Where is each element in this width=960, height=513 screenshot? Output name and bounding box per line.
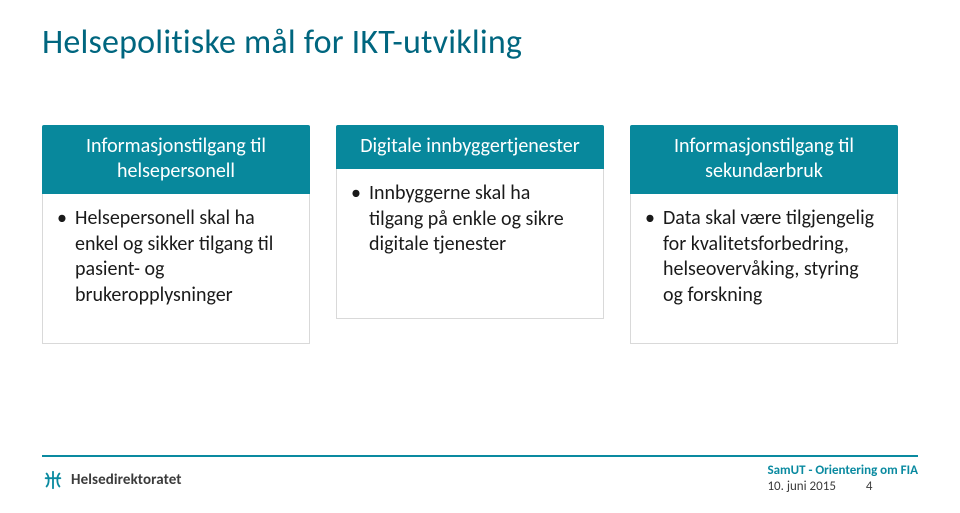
column-1: Informasjonstilgang til helsepersonell H… [42,125,310,344]
column-2-body: Innbyggerne skal ha tilgang på enkle og … [336,169,604,319]
footer: Helsedirektoratet SamUT - Orientering om… [0,455,960,513]
column-3-body: Data skal være tilgjengelig for kvalitet… [630,194,898,344]
column-2-header: Digitale innbyggertjenester [336,125,604,169]
footer-date-page: 10. juni 2015 4 [767,479,918,494]
footer-page-number: 4 [866,479,873,494]
org-logo: Helsedirektoratet [42,469,182,491]
footer-divider [42,455,918,457]
org-name: Helsedirektoratet [71,471,182,489]
column-1-header: Informasjonstilgang til helsepersonell [42,125,310,194]
column-1-bullet-text: Helsepersonell skal ha enkel og sikker t… [75,206,295,308]
column-2: Digitale innbyggertjenester Innbyggerne … [336,125,604,344]
slide: Helsepolitiske mål for IKT-utvikling Inf… [0,0,960,513]
bullet-icon [645,206,663,308]
column-1-bullet: Helsepersonell skal ha enkel og sikker t… [57,206,295,308]
footer-date: 10. juni 2015 [767,479,835,494]
bullet-icon [57,206,75,308]
column-1-body: Helsepersonell skal ha enkel og sikker t… [42,194,310,344]
column-3-bullet-text: Data skal være tilgjengelig for kvalitet… [663,206,883,308]
footer-event: SamUT - Orientering om FIA [767,463,918,478]
helsedirektoratet-icon [42,469,64,491]
page-title: Helsepolitiske mål for IKT-utvikling [42,22,918,63]
bullet-icon [351,181,369,258]
column-3: Informasjonstilgang til sekundærbruk Dat… [630,125,898,344]
footer-meta: SamUT - Orientering om FIA 10. juni 2015… [767,463,918,494]
column-3-bullet: Data skal være tilgjengelig for kvalitet… [645,206,883,308]
column-3-header: Informasjonstilgang til sekundærbruk [630,125,898,194]
column-2-bullet: Innbyggerne skal ha tilgang på enkle og … [351,181,589,258]
columns-row: Informasjonstilgang til helsepersonell H… [42,125,918,344]
column-2-bullet-text: Innbyggerne skal ha tilgang på enkle og … [369,181,589,258]
